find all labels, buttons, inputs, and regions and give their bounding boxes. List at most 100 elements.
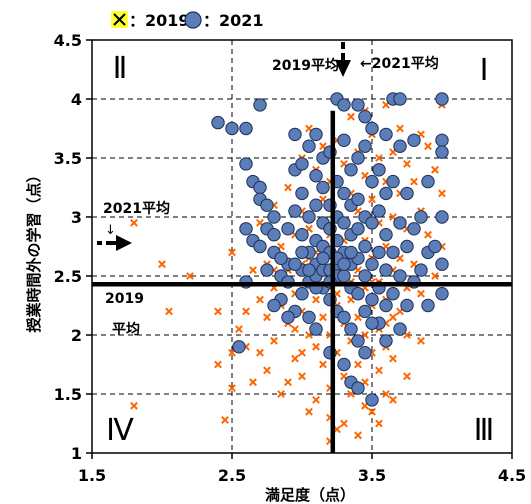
point-2021 [302, 310, 316, 324]
point-2021 [358, 346, 372, 360]
point-2019 [354, 431, 362, 440]
point-2021 [372, 204, 386, 218]
point-2019 [340, 419, 348, 428]
point-2021 [211, 115, 225, 130]
point-2021 [309, 169, 323, 183]
legend-x-marker [113, 13, 126, 26]
point-2019 [403, 159, 411, 168]
x-tick-label: 2.5 [218, 466, 246, 485]
point-2019 [389, 395, 397, 404]
axis-ticks: 1.5 2.5 3.5 4.5 1 1.5 2 2.5 3 3.5 4 4.5 [54, 31, 527, 485]
plot-frame [91, 39, 513, 454]
point-2021 [288, 127, 302, 142]
point-2021 [379, 228, 393, 242]
arrow-2021-avg-x [335, 42, 351, 77]
point-2021 [344, 163, 358, 177]
point-2021 [253, 180, 267, 195]
point-2021 [365, 393, 379, 407]
point-2021 [295, 157, 309, 171]
point-2021 [435, 287, 449, 301]
point-2021 [337, 216, 351, 230]
point-2021 [386, 287, 400, 301]
point-2021 [365, 216, 379, 230]
point-2021 [337, 98, 351, 112]
point-2021 [379, 334, 393, 348]
point-2021 [281, 310, 295, 324]
point-2021 [316, 251, 330, 265]
point-2021 [414, 263, 428, 277]
point-2019 [396, 124, 404, 133]
point-2019 [235, 325, 243, 334]
point-2019 [382, 390, 390, 398]
point-2019 [165, 307, 173, 316]
annotation-2021-avg-x: ←2021平均 [360, 55, 439, 72]
point-2021 [428, 239, 442, 254]
point-2019 [312, 295, 320, 304]
point-2021 [337, 186, 351, 201]
point-2019 [228, 248, 236, 257]
point-2019 [249, 378, 257, 387]
x-tick-label: 1.5 [78, 466, 106, 485]
point-2019 [347, 112, 355, 121]
series-2021 [211, 92, 449, 407]
point-2019 [298, 372, 306, 381]
point-2021 [225, 121, 239, 136]
point-2021 [393, 269, 407, 283]
point-2021 [302, 263, 316, 277]
point-2021 [358, 110, 372, 124]
point-2021 [295, 287, 309, 301]
y-tick-label: 3 [71, 208, 82, 227]
point-2021 [400, 186, 414, 201]
point-2019 [375, 419, 383, 428]
point-2019 [130, 218, 138, 227]
point-2019 [263, 313, 271, 322]
point-2021 [239, 121, 253, 136]
point-2021 [239, 222, 253, 236]
point-2021 [274, 251, 288, 265]
point-2019 [312, 342, 320, 351]
point-2019 [270, 336, 278, 345]
annotation-2019-avg-y-line2: 平均 [112, 321, 140, 338]
point-2019 [130, 401, 138, 410]
legend-label-2021: ：2021 [203, 11, 264, 30]
average-lines [92, 110, 512, 453]
point-2021 [337, 269, 351, 283]
point-2021 [337, 310, 351, 324]
y-axis-label: 授業時間外の学習（点） [25, 167, 43, 332]
point-2021 [351, 98, 365, 112]
point-2021 [351, 151, 365, 165]
quadrant-label-2: Ⅱ [113, 51, 128, 86]
point-2021 [288, 204, 302, 218]
point-2021 [407, 222, 421, 236]
y-tick-label: 1.5 [54, 385, 82, 404]
point-2021 [421, 174, 435, 189]
point-2019 [431, 272, 439, 280]
point-2021 [358, 239, 372, 254]
y-tick-label: 1 [71, 444, 82, 463]
point-2019 [417, 336, 425, 345]
y-tick-label: 3.5 [54, 149, 82, 168]
point-2021 [288, 257, 302, 271]
y-tick-label: 4.5 [54, 31, 82, 50]
legend-circle-marker [184, 11, 202, 29]
point-2021 [372, 245, 386, 260]
point-2019 [242, 307, 250, 316]
point-2021 [365, 174, 379, 189]
point-2021 [379, 298, 393, 313]
point-2021 [260, 198, 274, 212]
quadrant-label-4: Ⅳ [106, 413, 134, 448]
point-2019 [291, 325, 299, 334]
point-2019 [256, 295, 264, 304]
point-2021 [435, 210, 449, 224]
point-2021 [372, 163, 386, 177]
point-2021 [421, 298, 435, 313]
point-2021 [337, 357, 351, 372]
point-2019 [214, 307, 222, 316]
point-2019 [214, 360, 222, 369]
point-2021 [358, 304, 372, 319]
point-2019 [375, 154, 383, 162]
quadrant-label-3: Ⅲ [474, 413, 495, 448]
point-2021 [386, 174, 400, 189]
point-2021 [386, 245, 400, 260]
